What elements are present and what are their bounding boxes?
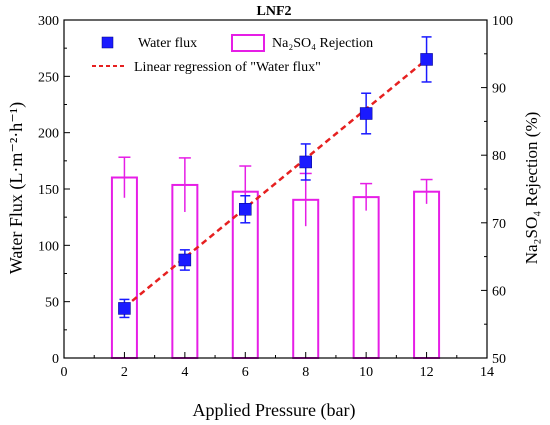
- y-left-tick-label: 150: [38, 183, 59, 198]
- y-right-tick-label: 70: [492, 217, 506, 232]
- axes-layer: 0 2 4 6 8 10 12 14 0 50 100 150 200 250 300 50 60 70 80 90 1…: [38, 14, 513, 380]
- y-right-tick-label: 90: [492, 82, 506, 97]
- y-right-tick-label: 60: [492, 284, 506, 299]
- water-flux-point: [299, 155, 312, 169]
- y-right-tick-label: 80: [492, 149, 506, 164]
- water-flux-point: [118, 302, 131, 315]
- x-tick-label: 14: [480, 365, 494, 380]
- legend-rejection-label: Na₂SO₄ Rejection: [272, 36, 373, 51]
- water-flux-point: [420, 53, 433, 66]
- water-flux-point: [239, 203, 252, 216]
- chart-title: LNF2: [257, 4, 292, 19]
- regression-line: [123, 58, 428, 309]
- y-left-tick-label: 300: [38, 14, 59, 29]
- x-tick-label: 8: [302, 365, 309, 380]
- x-tick-label: 12: [420, 365, 434, 380]
- y-right-tick-label: 100: [492, 14, 513, 29]
- y-left-tick-label: 50: [45, 296, 59, 311]
- x-axis-label: Applied Pressure (bar): [193, 400, 356, 421]
- rejection-bar: [110, 176, 138, 359]
- x-tick-label: 0: [61, 365, 68, 380]
- legend: Water flux Na₂SO₄ Rejection Linear regre…: [92, 34, 373, 75]
- regression-line-layer: [123, 58, 428, 309]
- x-tick-label: 10: [359, 365, 373, 380]
- y-left-tick-label: 200: [38, 127, 59, 142]
- x-tick-label: 6: [242, 365, 249, 380]
- x-tick-label: 2: [121, 365, 128, 380]
- legend-water-flux-marker: [101, 36, 114, 49]
- legend-water-flux-label: Water flux: [138, 36, 197, 51]
- water-flux-point: [359, 107, 373, 120]
- y-left-tick-label: 250: [38, 70, 59, 85]
- y-left-tick-label: 100: [38, 239, 59, 254]
- bars-layer: [110, 156, 441, 359]
- y-axis-left-label: Water Flux (L·m⁻²·h⁻¹): [6, 102, 27, 274]
- points-layer: [118, 36, 433, 319]
- x-tick-label: 4: [181, 365, 188, 380]
- legend-rejection-marker: [231, 34, 265, 52]
- rejection-bar: [413, 190, 441, 359]
- rejection-bar: [352, 196, 380, 359]
- y-right-tick-label: 50: [492, 352, 506, 367]
- water-flux-point: [178, 253, 192, 267]
- legend-regression-label: Linear regression of "Water flux": [134, 60, 321, 75]
- y-left-tick-label: 0: [52, 352, 59, 367]
- y-axis-right-label: Na₂SO₄ Rejection (%): [522, 112, 541, 265]
